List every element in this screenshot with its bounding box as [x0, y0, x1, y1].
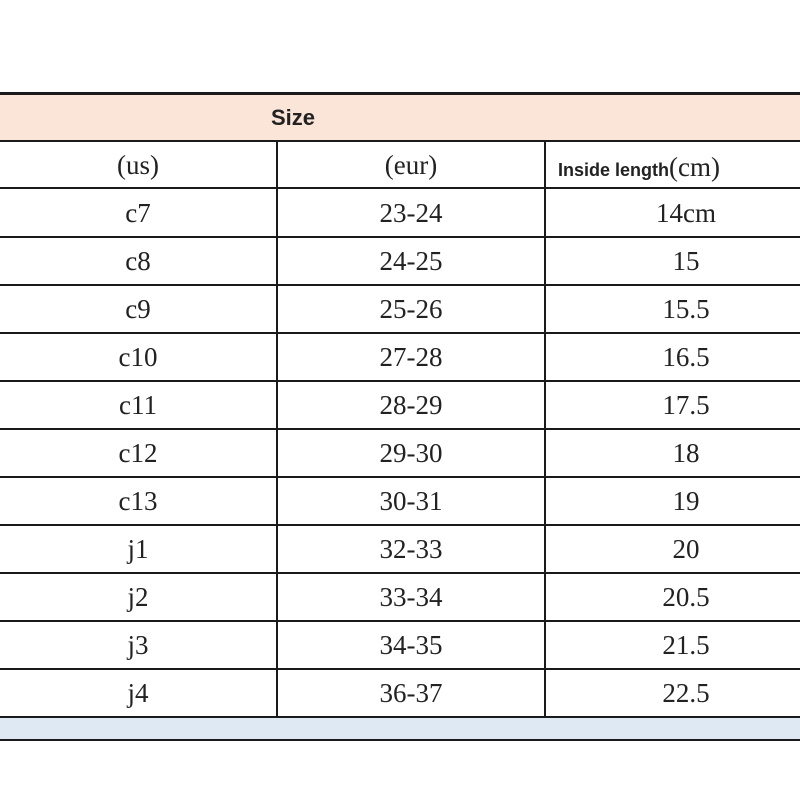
table-cell: j3	[127, 630, 149, 660]
table-cell: 21.5	[662, 630, 710, 660]
table-cell: 27-28	[379, 342, 443, 372]
table-cell: 36-37	[379, 678, 443, 708]
table-cell: 20.5	[662, 582, 710, 612]
row-rule	[0, 284, 800, 286]
row-rule	[0, 476, 800, 478]
column-header: (eur)	[384, 150, 438, 180]
table-cell: c8	[125, 246, 151, 276]
table-cell: j1	[127, 534, 149, 564]
table-cell: c9	[125, 294, 151, 324]
row-rule	[0, 380, 800, 382]
table-cell: 24-25	[379, 246, 443, 276]
column-header: (us)	[117, 150, 159, 180]
row-rule	[0, 428, 800, 430]
table-cell: 32-33	[379, 534, 443, 564]
table-title: Size	[270, 105, 316, 130]
table-cell: 15	[672, 246, 700, 276]
table-cell: 16.5	[662, 342, 710, 372]
row-rule	[0, 332, 800, 334]
column-header: Inside length(cm)	[546, 143, 800, 191]
table-cell: c7	[125, 198, 151, 228]
header-band	[0, 94, 800, 141]
footer-band	[0, 718, 800, 740]
table-cell: 23-24	[379, 198, 443, 228]
table-cell: 20	[672, 534, 700, 564]
table-cell: 14cm	[656, 198, 716, 228]
column-header-unit: (cm)	[669, 152, 720, 182]
table-cell: 34-35	[379, 630, 443, 660]
table-cell: 17.5	[662, 390, 710, 420]
table-cell: 33-34	[379, 582, 443, 612]
row-rule	[0, 572, 800, 574]
table-cell: 25-26	[379, 294, 443, 324]
table-cell: 15.5	[662, 294, 710, 324]
table-cell: c13	[118, 486, 158, 516]
row-rule	[0, 668, 800, 670]
table-cell: 29-30	[379, 438, 443, 468]
table-cell: 30-31	[379, 486, 443, 516]
column-header-label: Inside length	[558, 160, 670, 180]
table-cell: 19	[672, 486, 700, 516]
rule	[0, 739, 800, 741]
table-cell: j2	[127, 582, 149, 612]
table-cell: 28-29	[379, 390, 443, 420]
rule	[0, 140, 800, 142]
row-rule	[0, 236, 800, 238]
table-cell: j4	[127, 678, 149, 708]
table-cell: 22.5	[662, 678, 710, 708]
rule	[0, 716, 800, 718]
rule	[0, 92, 800, 95]
table-cell: c11	[119, 390, 157, 420]
table-cell: c10	[118, 342, 158, 372]
row-rule	[0, 524, 800, 526]
table-cell: c12	[118, 438, 158, 468]
table-cell: 18	[672, 438, 700, 468]
row-rule	[0, 187, 800, 189]
row-rule	[0, 620, 800, 622]
